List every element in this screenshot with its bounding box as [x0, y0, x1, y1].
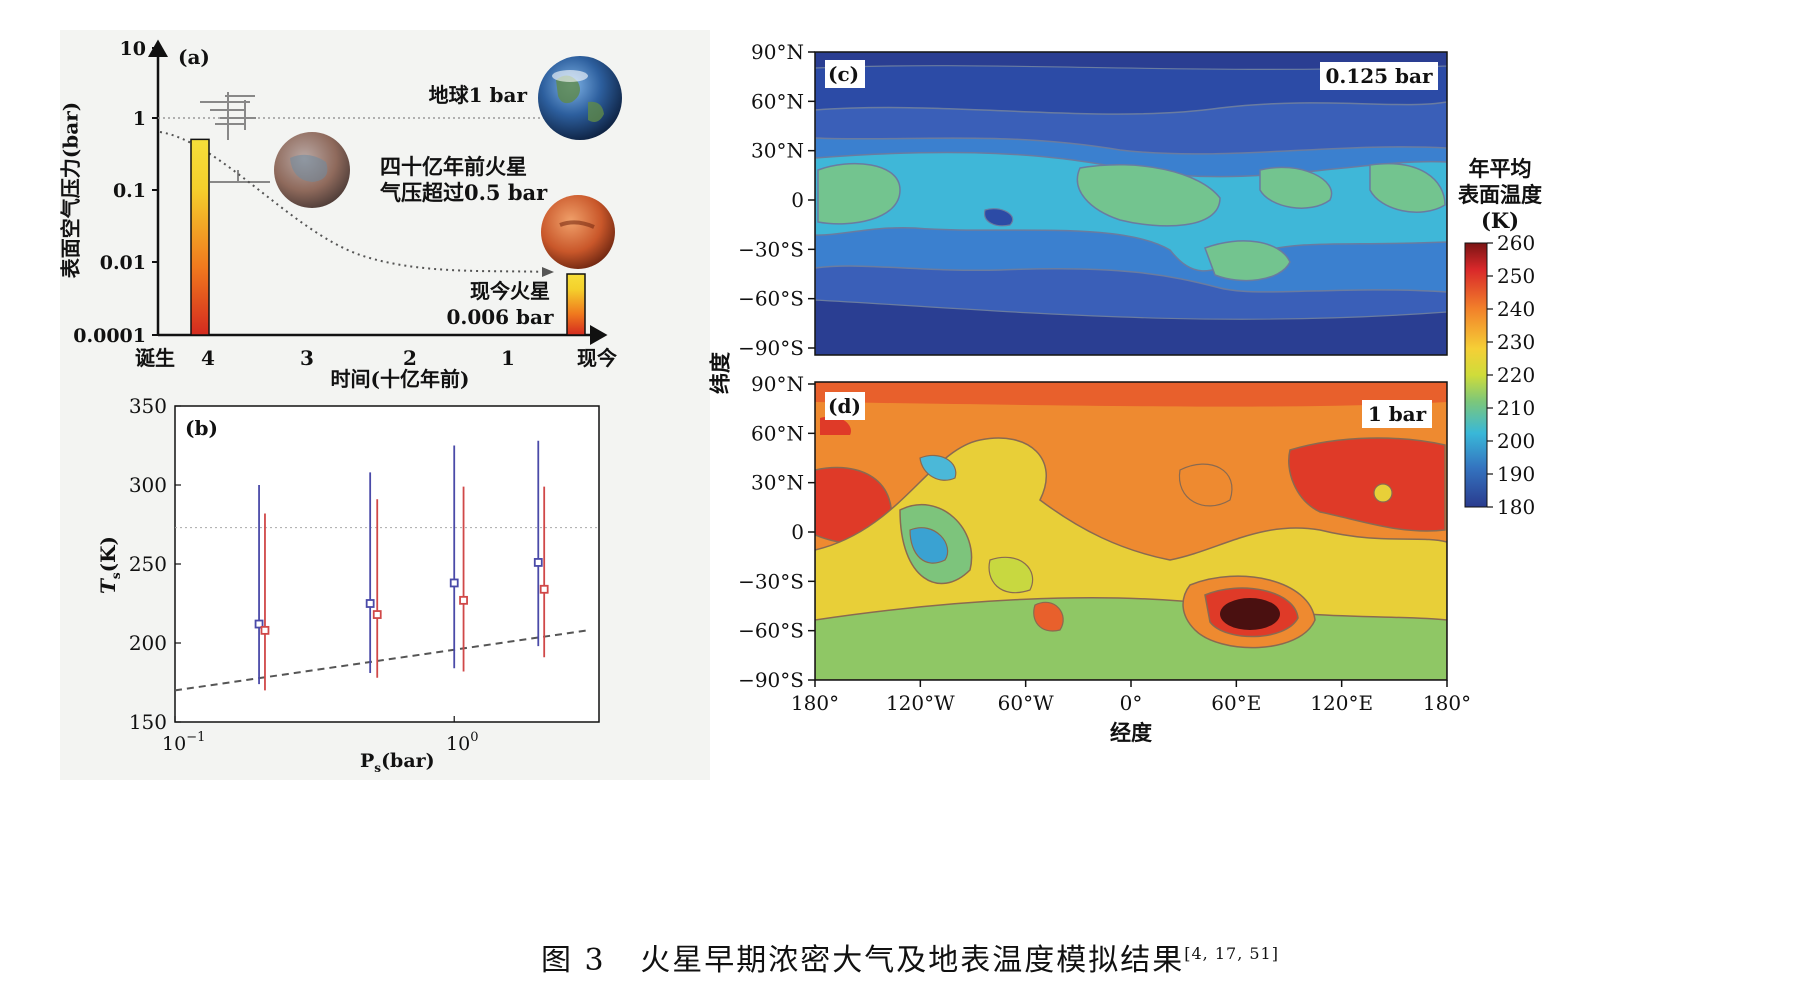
early-mars-label-2: 气压超过0.5 bar: [379, 180, 548, 205]
lat-tick-label: −90°S: [738, 668, 804, 692]
lon-tick-label: 180°: [1423, 691, 1471, 715]
c-pressure-label: 0.125 bar: [1325, 64, 1433, 88]
a-decay-curve: [159, 131, 551, 273]
lat-tick-label: 0: [791, 520, 804, 544]
a-y-tick-label: 0.0001: [73, 325, 146, 347]
maps-x-label: 经度: [1110, 720, 1152, 745]
maps-y-label: 纬度: [708, 352, 733, 394]
lon-tick-label: 60°E: [1211, 691, 1261, 715]
b-data-point: [539, 584, 549, 594]
lat-tick-label: 90°N: [751, 40, 804, 64]
b-x-tick-2: 100: [446, 730, 478, 755]
lat-tick-label: 60°N: [751, 421, 804, 445]
a-y-tick-label: 0.01: [100, 252, 146, 274]
colorbar-tick-label: 230: [1497, 330, 1535, 354]
b-data-point: [254, 619, 264, 629]
colorbar-tick-label: 180: [1497, 495, 1535, 519]
b-y-tick-label: 300: [129, 473, 167, 497]
b-y-tick-label: 350: [129, 395, 167, 418]
colorbar-tick-label: 250: [1497, 264, 1535, 288]
a-y-tick-label: 0.1: [113, 180, 146, 202]
a-x-tick-label: 2: [403, 346, 417, 370]
b-y-tick-label: 250: [129, 552, 167, 576]
colorbar-tick-label: 190: [1497, 462, 1535, 486]
earth-label: 地球1 bar: [429, 83, 528, 107]
b-x-label: Ps(bar): [360, 750, 435, 775]
colorbar-tick-label: 210: [1497, 396, 1535, 420]
b-panel-tag: (b): [185, 416, 218, 440]
colorbar-tick-label: 260: [1497, 231, 1535, 255]
lat-tick-label: 0: [791, 188, 804, 212]
colorbar-tick-label: 240: [1497, 297, 1535, 321]
b-data-point: [260, 625, 270, 635]
d-panel-tag: (d): [828, 394, 861, 418]
lat-tick-label: 60°N: [751, 89, 804, 113]
caption-label: 图 3: [541, 943, 606, 978]
b-x-tick-1: 10−1: [162, 730, 205, 755]
b-data-point: [372, 610, 382, 619]
b-data-point: [459, 595, 468, 605]
bar-present-mars: [566, 273, 586, 336]
present-mars-label-2: 0.006 bar: [446, 305, 554, 329]
colorbar-tick-label: 220: [1497, 363, 1535, 387]
figure-caption: 图 3 火星早期浓密大气及地表温度模拟结果[4, 17, 51]: [0, 935, 1820, 979]
a-y-label: 表面空气压力(bar): [60, 102, 83, 278]
mars-globe-icon: [541, 195, 615, 269]
d-pressure-label: 1 bar: [1368, 402, 1427, 426]
a-x-tick-label: 1: [501, 346, 515, 370]
lon-tick-label: 120°E: [1310, 691, 1373, 715]
a-panel-tag: (a): [178, 45, 210, 69]
lon-tick-label: 180°: [791, 691, 839, 715]
a-x-tick-label: 3: [300, 346, 314, 370]
caption-text: 火星早期浓密大气及地表温度模拟结果: [640, 943, 1185, 978]
panel-b: 350 300 250 200 150 (b) 10−1 100 Ps(bar) Ts(…: [60, 395, 710, 780]
lat-tick-label: −30°S: [738, 237, 804, 261]
lon-tick-label: 60°W: [998, 691, 1054, 715]
present-mars-label-1: 现今火星: [470, 279, 550, 303]
lat-tick-label: −60°S: [738, 619, 804, 643]
caption-refs: [4, 17, 51]: [1184, 944, 1279, 963]
early-mars-label-1: 四十亿年前火星: [380, 154, 527, 179]
a-early-estimates: [200, 92, 270, 183]
colorbar-title-1: 年平均: [1469, 156, 1532, 181]
colorbar-title-3: (K): [1481, 208, 1519, 233]
lon-tick-label: 0°: [1120, 691, 1143, 715]
a-y-tick-label: 1: [133, 108, 146, 130]
b-data-point: [449, 578, 459, 588]
a-x-tick-label: 现今: [577, 346, 618, 370]
earth-globe-icon: [538, 56, 622, 140]
b-y-label: Ts(K): [96, 536, 123, 594]
a-x-tick-label: 诞生: [135, 346, 175, 370]
lat-tick-label: −30°S: [738, 569, 804, 593]
a-y-tick-label: 10: [120, 38, 146, 60]
lon-tick-label: 120°W: [886, 691, 955, 715]
a-x-label: 时间(十亿年前): [331, 367, 470, 391]
colorbar-title-2: 表面温度: [1458, 182, 1542, 207]
c-panel-tag: (c): [828, 62, 859, 86]
map-c: [815, 52, 1447, 355]
lat-tick-label: 30°N: [751, 139, 804, 163]
b-trend-line: [174, 629, 588, 692]
panel-a: 10 1 0.1 0.01 0.0001 诞生 4 3 2 1 现今 表面空气压力(bar) 时间…: [60, 30, 710, 410]
b-y-tick-label: 150: [129, 710, 167, 734]
b-data-point: [533, 558, 543, 567]
b-plot-area: [174, 405, 600, 723]
a-x-tick-label: 4: [201, 346, 215, 370]
lat-tick-label: 90°N: [751, 372, 804, 396]
lat-tick-label: −60°S: [738, 287, 804, 311]
lat-tick-label: −90°S: [738, 336, 804, 360]
b-data-point: [365, 599, 375, 608]
b-y-tick-label: 200: [129, 631, 167, 655]
colorbar: [1464, 242, 1488, 508]
colorbar-tick-label: 200: [1497, 429, 1535, 453]
lat-tick-label: 30°N: [751, 471, 804, 495]
map-d: [815, 382, 1447, 680]
maps-panel: (c) 0.125 bar (d) 1 bar 90°N 60°N 30°N 0 −30…: [708, 40, 1543, 745]
bar-early-mars: [190, 138, 210, 336]
